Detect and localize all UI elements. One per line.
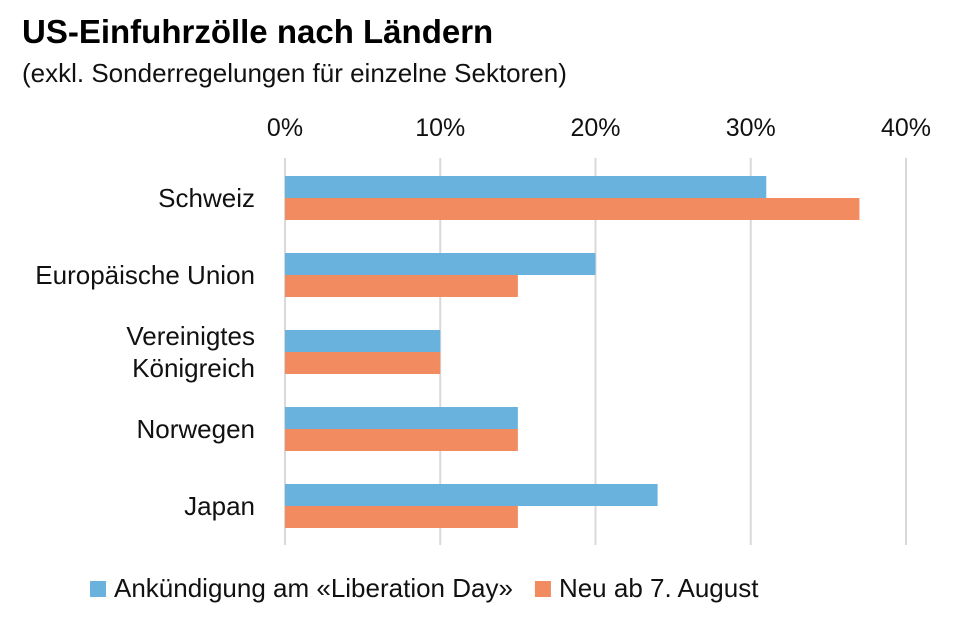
- legend-entry: Neu ab 7. August: [559, 573, 759, 603]
- bar: [285, 253, 596, 275]
- category-label: Königreich: [132, 353, 255, 383]
- category-label: Schweiz: [158, 183, 255, 213]
- bar: [285, 407, 518, 429]
- category-label: Vereinigtes: [126, 321, 255, 351]
- category-label: Europäische Union: [35, 260, 255, 290]
- category-label: Japan: [184, 491, 255, 521]
- x-tick-label: 30%: [726, 114, 776, 142]
- bar: [285, 352, 441, 374]
- legend-swatch: [90, 581, 106, 597]
- bar: [285, 330, 441, 352]
- x-tick-label: 20%: [570, 114, 620, 142]
- bar: [285, 198, 860, 220]
- bar: [285, 484, 658, 506]
- bars: [285, 176, 860, 528]
- x-axis-ticks: 0% 10% 20% 30% 40%: [267, 114, 931, 142]
- x-tick-label: 10%: [415, 114, 465, 142]
- category-label: Norwegen: [136, 414, 255, 444]
- chart-subtitle: (exkl. Sonderregelungen für einzelne Sek…: [22, 58, 567, 88]
- legend-swatch: [534, 581, 551, 597]
- x-tick-label: 40%: [881, 114, 931, 142]
- bar: [285, 275, 518, 297]
- chart-title: US-Einfuhrzölle nach Ländern: [22, 13, 493, 50]
- gridlines: [284, 158, 907, 545]
- x-tick-label: 0%: [267, 114, 303, 142]
- bar: [285, 506, 518, 528]
- bar: [285, 429, 518, 451]
- category-labels: Schweiz Europäische Union VereinigtesKönig…: [35, 183, 255, 521]
- legend-entry: Ankündigung am «Liberation Day»: [114, 573, 513, 603]
- bar: [285, 176, 767, 198]
- legend: Ankündigung am «Liberation Day» Neu ab 7.…: [90, 573, 759, 603]
